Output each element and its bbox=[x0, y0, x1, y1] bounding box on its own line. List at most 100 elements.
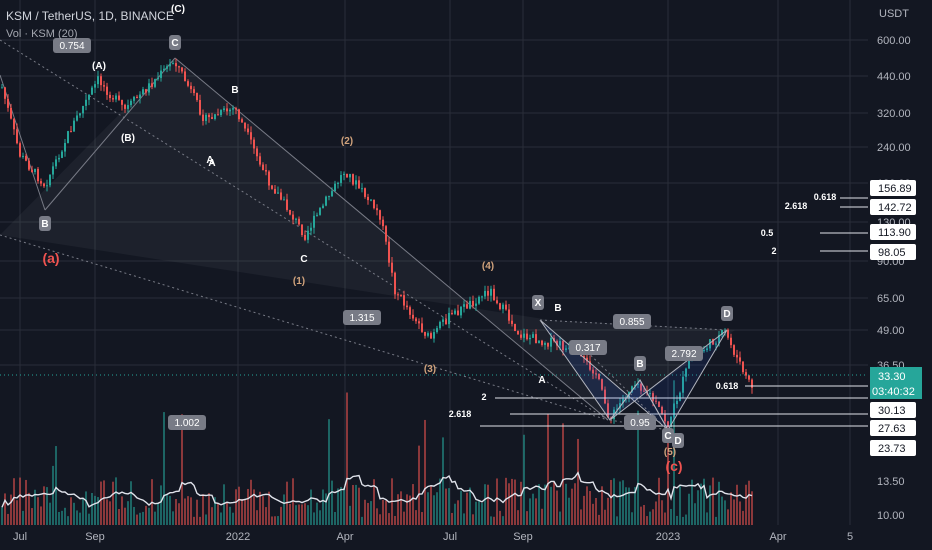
candle-body bbox=[214, 114, 216, 120]
candle-body bbox=[514, 323, 516, 331]
volume-bar bbox=[700, 483, 702, 525]
wave-label: (a) bbox=[42, 250, 59, 266]
pattern-value-box bbox=[613, 314, 651, 329]
volume-bar bbox=[88, 513, 90, 525]
candle-body bbox=[556, 340, 558, 346]
volume-bar bbox=[229, 506, 231, 525]
volume-bar bbox=[256, 510, 258, 525]
volume-bar bbox=[115, 477, 117, 525]
volume-bar bbox=[727, 509, 729, 525]
candle-body bbox=[112, 98, 114, 100]
volume-bar bbox=[655, 501, 657, 525]
candle-body bbox=[325, 196, 327, 206]
candle-body bbox=[457, 310, 459, 316]
candle-body bbox=[454, 310, 456, 314]
pattern-point-box bbox=[169, 35, 181, 50]
volume-bar bbox=[190, 497, 192, 525]
candle-body bbox=[49, 174, 51, 186]
level-label-box bbox=[870, 420, 916, 436]
volume-bar bbox=[733, 499, 735, 525]
candle-body bbox=[244, 122, 246, 129]
volume-bar bbox=[58, 511, 60, 525]
candle-body bbox=[460, 306, 462, 316]
candle-body bbox=[736, 354, 738, 358]
volume-bar bbox=[541, 508, 543, 525]
volume-bar bbox=[40, 506, 42, 525]
volume-bar bbox=[751, 491, 753, 525]
volume-bar bbox=[676, 515, 678, 525]
candle-body bbox=[337, 182, 339, 184]
pattern-value: 0.754 bbox=[59, 41, 84, 52]
candle-body bbox=[121, 99, 123, 105]
pattern-point: D bbox=[723, 309, 730, 320]
candle-body bbox=[517, 330, 519, 335]
volume-bar bbox=[154, 511, 156, 525]
horizontal-levels bbox=[0, 197, 868, 427]
volume-indicator-label: Vol · KSM (20) bbox=[6, 28, 78, 40]
candle-body bbox=[655, 400, 657, 402]
volume-bar bbox=[544, 484, 546, 525]
candle-body bbox=[364, 188, 366, 197]
fib-ratio-label: 2 bbox=[771, 246, 776, 256]
volume-bar bbox=[370, 501, 372, 525]
volume-bar bbox=[238, 486, 240, 525]
volume-bar bbox=[130, 481, 132, 525]
candle-body bbox=[565, 348, 567, 351]
candle-body bbox=[721, 330, 723, 335]
candle-body bbox=[97, 76, 99, 85]
candle-body bbox=[16, 129, 18, 144]
volume-bar bbox=[421, 512, 423, 525]
volume-bar bbox=[586, 486, 588, 525]
volume-bar bbox=[61, 510, 63, 525]
candle-body bbox=[151, 83, 153, 87]
pattern-point: A bbox=[538, 375, 545, 386]
candle-body bbox=[175, 63, 177, 67]
candle-body bbox=[511, 320, 513, 324]
volume-bar bbox=[7, 513, 9, 525]
volume-bar bbox=[457, 500, 459, 525]
candle-body bbox=[124, 104, 126, 109]
pattern-diag-1 bbox=[539, 319, 728, 331]
level-label-box bbox=[870, 224, 916, 240]
volume-bar bbox=[295, 505, 297, 525]
wave-label: (B) bbox=[121, 133, 135, 144]
volume-bar bbox=[100, 481, 102, 525]
wave-label: (4) bbox=[482, 261, 494, 272]
volume-bar bbox=[205, 514, 207, 525]
volume-bar bbox=[505, 477, 507, 525]
volume-bar bbox=[199, 516, 201, 525]
volume-bar bbox=[442, 437, 444, 525]
candle-body bbox=[607, 403, 609, 418]
volume-bar bbox=[19, 477, 21, 525]
candle-body bbox=[28, 160, 30, 170]
volume-bar bbox=[94, 495, 96, 525]
candle-body bbox=[286, 199, 288, 210]
volume-bar bbox=[301, 504, 303, 525]
candle-body bbox=[502, 304, 504, 310]
volume-bar bbox=[358, 487, 360, 525]
candle-body bbox=[241, 119, 243, 123]
volume-bar bbox=[748, 480, 750, 525]
volume-bar bbox=[10, 494, 12, 525]
candle-body bbox=[712, 339, 714, 345]
candle-body bbox=[439, 321, 441, 329]
volume-bar bbox=[397, 494, 399, 525]
volume-bar bbox=[70, 497, 72, 525]
wave-line-2 bbox=[0, 74, 46, 211]
fib-ratio-label: 0.618 bbox=[814, 192, 837, 202]
volume-bar bbox=[427, 492, 429, 525]
pattern-value: 1.002 bbox=[174, 418, 199, 429]
candle-body bbox=[634, 384, 636, 387]
wave-label: B bbox=[231, 85, 238, 96]
candle-body bbox=[307, 230, 309, 240]
volume-bar bbox=[490, 516, 492, 525]
candle-body bbox=[661, 406, 663, 414]
volume-bar bbox=[79, 512, 81, 525]
candle-body bbox=[601, 379, 603, 390]
x-tick-label: Apr bbox=[336, 531, 353, 543]
candle-body bbox=[91, 87, 93, 95]
volume-bar bbox=[352, 485, 354, 525]
volume-bar bbox=[718, 481, 720, 525]
candle-body bbox=[298, 218, 300, 225]
